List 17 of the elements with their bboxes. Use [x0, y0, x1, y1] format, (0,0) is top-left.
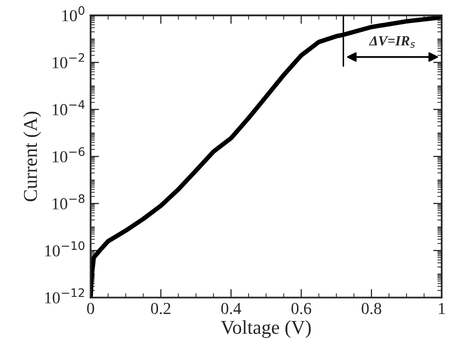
y-axis-title: Current (A) [23, 112, 41, 202]
annotation: ΔV=IR$_{s}$ [368, 36, 415, 48]
x-tick-label: 0.8 [362, 302, 382, 314]
x-tick-label: 0 [87, 302, 94, 314]
x-tick-label: 0.2 [151, 302, 170, 314]
y-tick-label: 10$^{−8}$ [52, 194, 84, 210]
y-tick-label: 10$^{−4}$ [52, 100, 85, 116]
y-tick-label: 10$^{−12}$ [45, 288, 84, 304]
y-tick-label: 10$^{−6}$ [52, 147, 85, 162]
y-tick-label: 10$^{0}$ [62, 6, 84, 22]
line-series [90, 15, 442, 298]
y-tick-label: 10$^{−2}$ [52, 53, 84, 68]
x-tick-label: 0.6 [291, 302, 312, 314]
x-tick-label: 0.4 [221, 302, 242, 314]
x-axis-title: Voltage (V) [220, 320, 311, 338]
x-tick-label: 1 [438, 302, 445, 314]
y-tick-label: 10$^{−10}$ [45, 241, 84, 256]
